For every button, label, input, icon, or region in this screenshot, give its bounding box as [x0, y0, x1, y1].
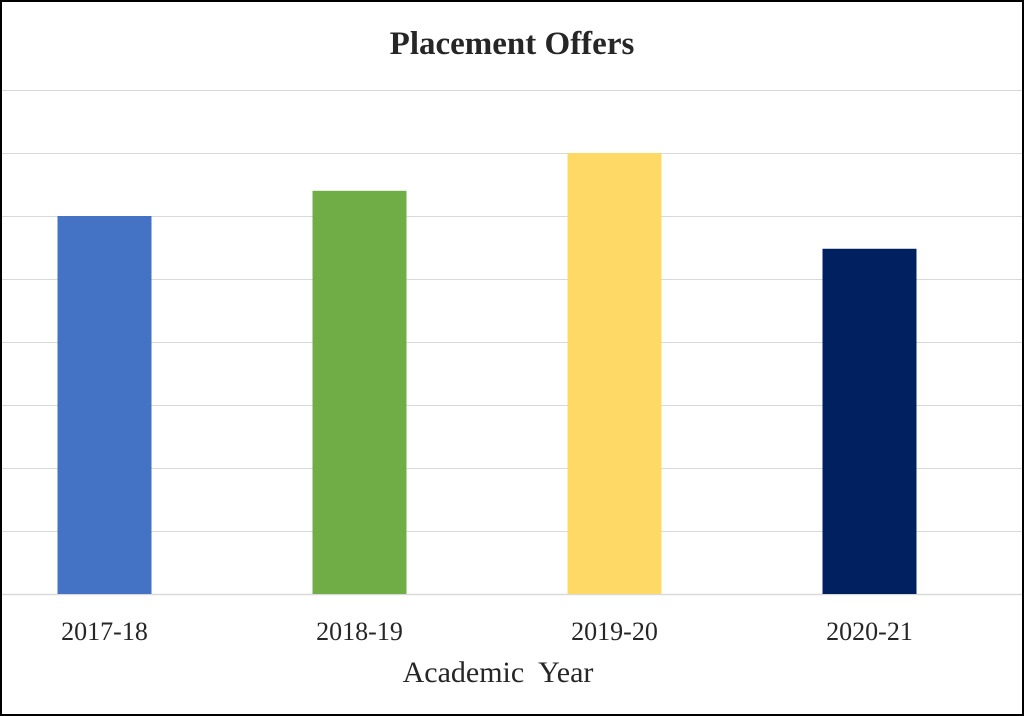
x-tick-label: 2017-18 — [61, 617, 148, 646]
x-axis-title: Academic Year — [403, 656, 594, 689]
bar-2018-19 — [312, 190, 407, 595]
x-tick-label: 2018-19 — [316, 617, 403, 646]
bar-2020-21 — [822, 248, 917, 594]
gridlines — [2, 90, 1022, 596]
bar-2019-20 — [567, 153, 662, 594]
chart-title: Placement Offers — [390, 26, 635, 62]
x-tick-labels: 2017-18 2018-19 2019-20 2020-21 — [61, 617, 913, 646]
bar-2017-18 — [57, 216, 152, 594]
x-tick-label: 2019-20 — [571, 617, 658, 646]
bars — [57, 153, 917, 595]
x-tick-label: 2020-21 — [826, 617, 913, 646]
